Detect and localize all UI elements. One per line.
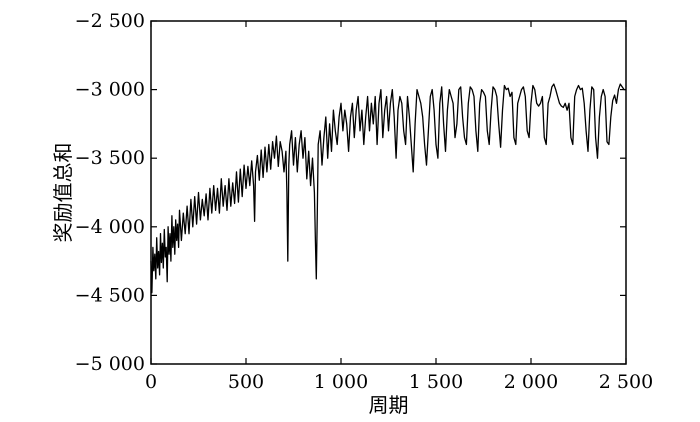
x-tick-label-3: 1 500 bbox=[409, 371, 463, 393]
x-tick-label-2: 1 000 bbox=[314, 371, 368, 393]
y-tick-label-4: −4 500 bbox=[75, 284, 145, 306]
y-tick-label-1: −3 000 bbox=[75, 79, 145, 101]
plot-frame bbox=[150, 20, 627, 365]
y-tick-label-3: −4 000 bbox=[75, 216, 145, 238]
x-axis-title: 周期 bbox=[369, 393, 409, 417]
y-axis-title: 奖励值总和 bbox=[51, 143, 75, 243]
x-tick-label-4: 2 000 bbox=[504, 371, 558, 393]
y-tick-label-5: −5 000 bbox=[75, 353, 145, 375]
y-axis-ticks: −2 500 −3 000 −3 500 −4 000 −4 500 −5 000 bbox=[75, 10, 626, 375]
y-tick-label-0: −2 500 bbox=[75, 10, 145, 32]
x-axis-ticks: 0 500 1 000 1 500 2 000 2 500 bbox=[145, 21, 653, 393]
x-tick-label-5: 2 500 bbox=[599, 371, 653, 393]
x-tick-label-1: 500 bbox=[228, 371, 264, 393]
y-tick-label-2: −3 500 bbox=[75, 147, 145, 169]
series-line-0 bbox=[150, 83, 626, 294]
x-tick-label-0: 0 bbox=[145, 371, 157, 393]
